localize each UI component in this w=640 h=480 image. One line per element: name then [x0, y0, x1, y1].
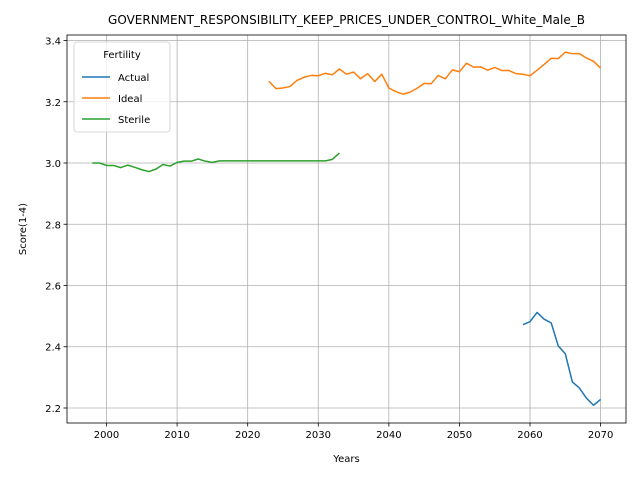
legend-entries: Actual Ideal Sterile	[82, 73, 150, 126]
x-tick-label: 2070	[588, 430, 613, 441]
x-tick-label: 2050	[447, 430, 472, 441]
series-line-sterile	[92, 152, 340, 173]
chart-title: GOVERNMENT_RESPONSIBILITY_KEEP_PRICES_UN…	[108, 13, 585, 27]
x-axis-label: Years	[332, 454, 359, 465]
x-tick-label: 2020	[235, 430, 260, 441]
y-tick-label: 2.6	[45, 282, 61, 293]
y-tick-label: 3.4	[45, 37, 61, 48]
y-tick-label: 3.0	[45, 159, 61, 170]
legend-label-ideal: Ideal	[118, 94, 142, 105]
y-axis-label: Score(1-4)	[18, 203, 29, 255]
y-tick-label: 2.4	[45, 343, 61, 354]
x-tick-label: 2040	[376, 430, 401, 441]
legend-box	[73, 41, 171, 133]
y-tick-label: 3.2	[45, 98, 61, 109]
series-line-ideal	[268, 51, 602, 95]
legend: Fertility Actual Ideal Sterile	[73, 41, 171, 133]
y-tick-label: 2.2	[45, 404, 61, 415]
grid	[67, 35, 626, 423]
series-line-actual	[522, 311, 602, 406]
legend-label-actual: Actual	[118, 73, 149, 84]
series-lines	[92, 51, 602, 406]
y-tick-label: 2.8	[45, 220, 61, 231]
x-tick-label: 2010	[164, 430, 189, 441]
x-tick-label: 2030	[306, 430, 331, 441]
plot-frame	[66, 34, 627, 424]
x-tick-label: 2000	[94, 430, 119, 441]
legend-label-sterile: Sterile	[118, 115, 150, 126]
x-tick-label: 2060	[517, 430, 542, 441]
ticks: 2000 2010 2020 2030 2040 2050 2060 2070 2.2 2.4 2.…	[45, 37, 613, 441]
legend-title: Fertility	[103, 50, 141, 61]
